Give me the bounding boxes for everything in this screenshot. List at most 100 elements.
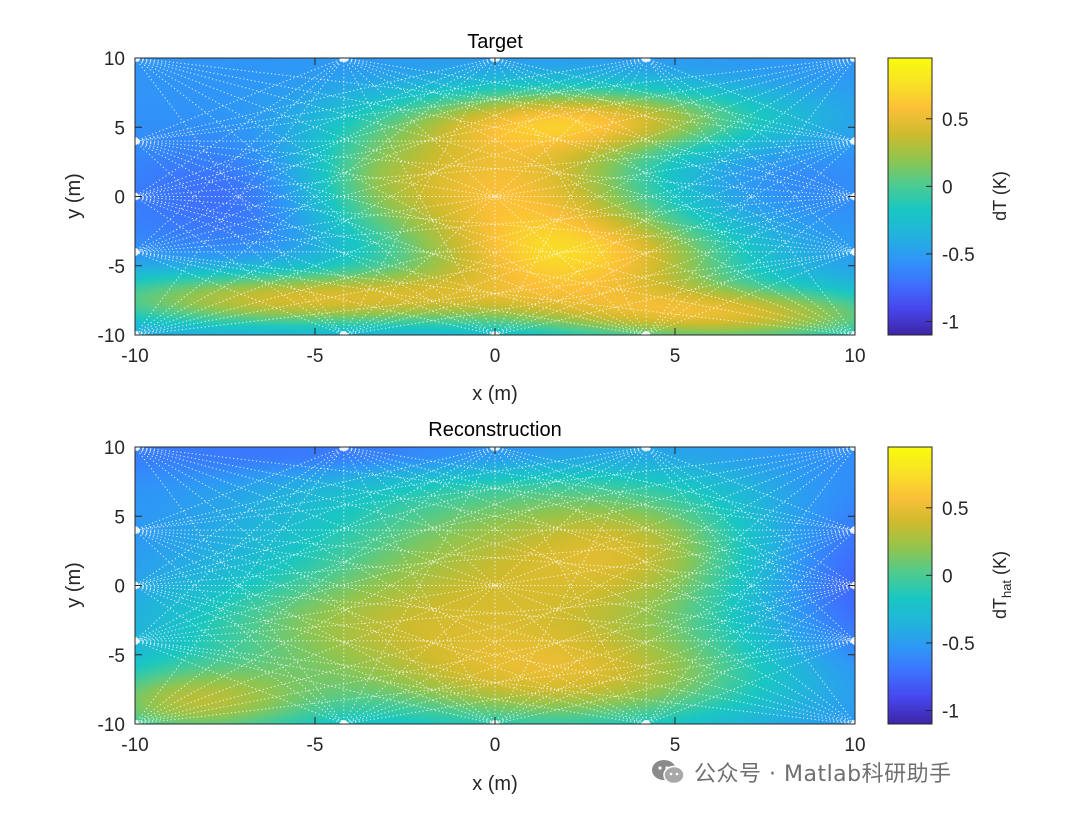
y-tick-label: 10 — [104, 49, 125, 70]
ray-path — [494, 640, 856, 725]
colorbar-label: dThat (K) — [990, 551, 1014, 619]
ray-path — [134, 57, 647, 142]
watermark-text: 公众号 · Matlab科研助手 — [694, 762, 952, 787]
ray-path — [134, 57, 647, 197]
x-tick-label: -5 — [307, 735, 324, 756]
colorbar-label-base: dT — [990, 200, 1010, 221]
ray-path — [343, 640, 856, 725]
colorbar-ticks: -1 -0.5 0 0.5 — [926, 110, 975, 333]
ray-path — [134, 57, 345, 336]
x-axis-label: x (m) — [472, 773, 518, 795]
colorbar-gradient — [888, 58, 932, 335]
x-tick-label: -10 — [121, 735, 148, 756]
ray-path — [134, 251, 496, 336]
colorbar-label-sub: hat — [999, 580, 1014, 598]
ray-path — [134, 640, 647, 725]
ray-path — [134, 446, 344, 531]
ray-path — [134, 640, 496, 725]
ray-path — [134, 446, 856, 586]
ray-path — [134, 140, 856, 336]
y-tick-label: 5 — [114, 118, 125, 139]
colorbar-label-suffix: (K) — [990, 171, 1010, 200]
colorbar-ticks: -1 -0.5 0 0.5 — [926, 499, 975, 722]
ray-path — [343, 196, 856, 336]
ray-path — [134, 446, 856, 725]
y-axis-label: y (m) — [63, 173, 85, 219]
ray-path — [343, 446, 496, 725]
colorbar-tick-label: 0 — [942, 566, 953, 587]
ray-path — [134, 585, 856, 725]
colorbar-tick-label: -1 — [942, 312, 959, 333]
colorbar-tick-label: 0.5 — [942, 499, 968, 520]
ray-path — [646, 640, 856, 725]
ray-path — [134, 57, 344, 142]
ray-path — [134, 196, 647, 336]
ray-paths — [134, 446, 856, 725]
ray-path — [134, 446, 856, 586]
ray-path — [494, 446, 647, 725]
watermark: 公众号 · Matlab科研助手 — [650, 755, 952, 789]
x-tick-label: 10 — [844, 735, 865, 756]
x-tick-label: 0 — [490, 735, 501, 756]
ray-path — [134, 251, 647, 336]
wechat-icon — [650, 758, 686, 786]
ray-path — [494, 57, 856, 142]
colorbar-label-base: dT — [990, 598, 1010, 619]
colorbar-tick-label: -0.5 — [942, 245, 975, 266]
heatmap-plot-area: -10 -5 0 5 10 -10 -5 0 5 10 — [98, 49, 866, 367]
y-tick-label: -10 — [98, 326, 125, 347]
colorbar-tick-label: -1 — [942, 701, 959, 722]
ray-path — [134, 446, 345, 725]
colorbar-box — [887, 57, 933, 336]
colorbar-tick-label: 0 — [942, 177, 953, 198]
heatmap-plot-area: -10 -5 0 5 10 -10 -5 0 5 10 — [98, 438, 866, 756]
ray-path — [134, 196, 856, 253]
ray-path — [134, 446, 856, 642]
colorbar-gradient — [888, 447, 932, 724]
y-axis: -10 -5 0 5 10 — [98, 49, 855, 347]
ray-path — [134, 196, 856, 336]
ray-path — [494, 446, 856, 531]
y-tick-label: -10 — [98, 715, 125, 736]
colorbar: -1 -0.5 0 0.5 dT (K) — [887, 57, 1010, 336]
colorbar-box — [887, 446, 933, 725]
ray-path — [494, 251, 856, 336]
ray-path — [646, 446, 856, 531]
ray-path — [494, 446, 647, 725]
ray-path — [134, 529, 856, 725]
colorbar-label-suffix: (K) — [990, 551, 1010, 580]
colorbar: -1 -0.5 0 0.5 dThat (K) — [887, 446, 1014, 725]
y-tick-label: -5 — [108, 257, 125, 278]
ray-path — [134, 57, 856, 253]
ray-path — [645, 57, 856, 336]
ray-path — [343, 57, 496, 336]
x-tick-label: -5 — [307, 346, 324, 367]
ray-path — [134, 446, 345, 725]
ray-path — [134, 585, 647, 725]
ray-paths — [134, 57, 856, 336]
ray-path — [343, 57, 856, 142]
y-axis: -10 -5 0 5 10 — [98, 438, 855, 736]
ray-path — [494, 57, 647, 336]
ray-path — [343, 446, 856, 586]
ray-path — [646, 251, 856, 336]
y-tick-label: 0 — [114, 577, 125, 598]
y-tick-label: 10 — [104, 438, 125, 459]
colorbar-label: dT (K) — [990, 171, 1010, 221]
ray-path — [134, 251, 344, 336]
x-tick-label: -10 — [121, 346, 148, 367]
ray-path — [134, 640, 344, 725]
ray-path — [645, 446, 856, 725]
y-tick-label: -5 — [108, 646, 125, 667]
y-axis-label: y (m) — [63, 562, 85, 608]
ray-path — [645, 446, 856, 725]
ray-path — [134, 57, 856, 336]
colorbar-tick-label: -0.5 — [942, 634, 975, 655]
ray-path — [134, 140, 856, 197]
ray-path — [343, 585, 856, 725]
ray-path — [134, 57, 856, 197]
y-tick-label: 0 — [114, 188, 125, 209]
